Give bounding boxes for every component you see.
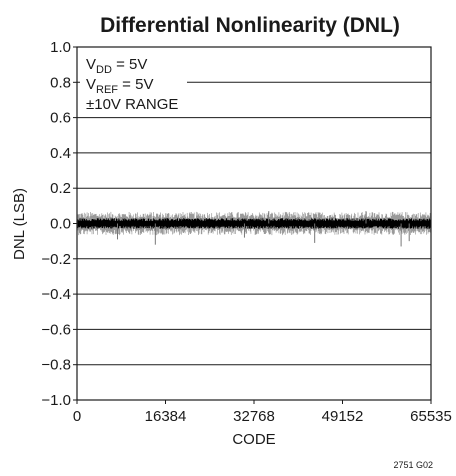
y-tick-label-7: −0.4: [41, 286, 71, 303]
x-tick-labels: 0 16384 32768 49152 65535: [73, 400, 452, 425]
x-axis-label: CODE: [232, 431, 275, 448]
y-tick-label-4: 0.2: [50, 180, 71, 197]
y-tick-label-1: 0.8: [50, 74, 71, 91]
y-tick-labels: 1.0 0.8 0.6 0.4 0.2 0.0 −0.2 −0.4 −0.6 −0.8 −1.0: [41, 39, 77, 409]
annotations: VDD = 5V VREF = 5V ±10V RANGE: [86, 56, 178, 113]
series-0-core: [77, 218, 432, 229]
y-tick-label-10: −1.0: [41, 392, 71, 409]
y-axis-label: DNL (LSB): [11, 188, 28, 260]
annotation-vdd: VDD = 5V: [86, 56, 147, 76]
x-tick-label-0: 0: [73, 408, 81, 425]
x-tick-label-1: 16384: [145, 408, 187, 425]
annotation-box: [80, 50, 187, 114]
y-tick-label-5: 0.0: [50, 216, 71, 233]
y-tick-label-8: −0.6: [41, 321, 71, 338]
x-tick-label-4: 65535: [410, 408, 452, 425]
y-tick-label-9: −0.8: [41, 357, 71, 374]
figure-id: 2751 G02: [393, 460, 433, 470]
x-tick-label-3: 49152: [322, 408, 364, 425]
y-tick-label-3: 0.4: [50, 145, 71, 162]
chart-title: Differential Nonlinearity (DNL): [100, 14, 400, 37]
x-tick-label-2: 32768: [233, 408, 275, 425]
annotation-vref: VREF = 5V: [86, 76, 153, 96]
y-tick-label-0: 1.0: [50, 39, 71, 56]
annotation-range: ±10V RANGE: [86, 96, 178, 113]
dnl-trace: [77, 211, 432, 247]
y-tick-label-2: 0.6: [50, 110, 71, 127]
y-tick-label-6: −0.2: [41, 251, 71, 268]
